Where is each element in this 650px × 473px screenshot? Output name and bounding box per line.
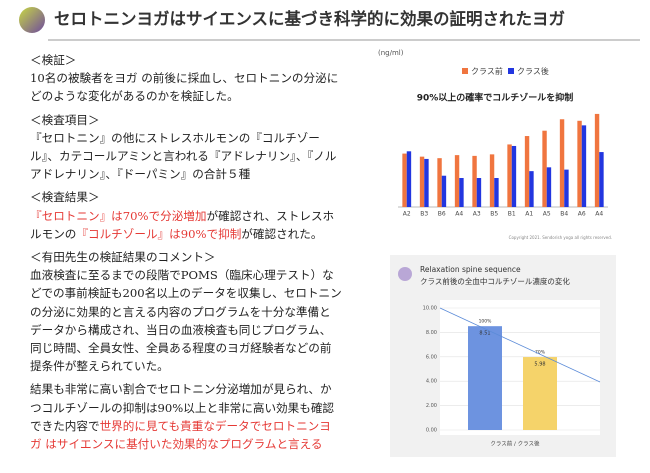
bar xyxy=(542,130,547,207)
bar xyxy=(581,125,587,207)
bar xyxy=(437,158,442,207)
x-tick-label: A4 xyxy=(455,211,463,218)
x-tick-label: クラス前 / クラス後 xyxy=(490,440,540,448)
text-run: 10名の被験者をヨガ の前後に採血し、セロトニンの分泌にどのような変化があるのか… xyxy=(30,71,339,104)
section-heading: ＜有田先生の検証結果のコメント＞ xyxy=(30,250,216,265)
trend-line xyxy=(439,307,601,383)
bar xyxy=(599,152,604,207)
x-tick-label: A4 xyxy=(595,211,603,218)
y-tick-label: 0.00 xyxy=(426,428,437,434)
bar xyxy=(577,120,582,207)
bar xyxy=(507,144,512,207)
x-tick-label: B5 xyxy=(490,211,498,218)
text-run: 血液検査に至るまでの段階でPOMS（臨床心理テスト）などでの事前検証も200名以… xyxy=(30,268,342,374)
bar xyxy=(494,178,499,207)
y-tick-label: 6.00 xyxy=(426,354,437,360)
chart2-icon xyxy=(398,267,412,281)
text-run: 結果も非常に高い割合でセロトニン分泌増加が見られ、かつコルチゾールの抑制は90%… xyxy=(30,382,335,433)
chart-title: 90%以上の確率でコルチゾールを抑制 xyxy=(417,92,574,104)
y-axis-label: (ng/ml) xyxy=(378,49,404,57)
bar xyxy=(523,357,557,430)
section-heading: ＜検査項目＞ xyxy=(30,112,100,127)
bar xyxy=(594,113,600,207)
chart2-plot-bg xyxy=(440,300,600,435)
bar xyxy=(441,175,447,207)
text-run: が確認された。 xyxy=(241,226,323,241)
bar xyxy=(524,136,530,207)
chart-subtitle: クラス前後の全血中コルチゾール濃度の変化 xyxy=(420,276,570,286)
x-tick-label: A3 xyxy=(473,211,481,218)
y-tick-label: 2.00 xyxy=(426,403,437,409)
bar xyxy=(472,155,477,207)
x-tick-label: B4 xyxy=(560,211,568,218)
text-column: ＜検証＞ 10名の被験者をヨガ の前後に採血し、セロトニンの分泌にどのような変化が… xyxy=(30,50,342,458)
percent-label: 100% xyxy=(479,319,493,325)
bar xyxy=(406,151,412,207)
x-tick-label: B3 xyxy=(420,211,428,218)
bar xyxy=(564,169,569,207)
section-heading: ＜検査結果＞ xyxy=(30,190,100,205)
value-label: 5.98 xyxy=(534,362,545,368)
value-label: 8.51 xyxy=(479,331,490,337)
x-tick-label: B1 xyxy=(508,211,516,218)
bar xyxy=(511,145,517,207)
text-run: 世界的に見ても貴重なデータでセロトニンヨガ はサイエンスに基付いた効果的なプログ… xyxy=(30,418,331,452)
section-heading: ＜検証＞ xyxy=(30,53,77,67)
y-tick-label: 4.00 xyxy=(426,379,437,385)
bar xyxy=(402,153,407,207)
page-title: セロトニンヨガはサイエンスに基づき科学的に効果の証明されたヨガ xyxy=(54,9,566,29)
bar xyxy=(424,158,429,207)
legend-label: クラス前 xyxy=(471,66,503,76)
legend-swatch xyxy=(462,68,468,74)
paragraph: 『セロトニン』の他にストレスホルモンの『コルチゾール』、カテコールアミンと言われ… xyxy=(30,129,342,184)
footnote: Copyright 2021. Sendorish yoga all right… xyxy=(509,235,612,240)
bar xyxy=(468,326,502,430)
legend-swatch xyxy=(508,68,514,74)
paragraph: 『セロトニン』は70%で分泌増加が確認され、ストレスホルモンの『コルチゾール』は… xyxy=(30,207,342,243)
text-run: 『セロトニン』の他にストレスホルモンの『コルチゾール』、カテコールアミンと言われ… xyxy=(30,130,337,182)
x-tick-label: A5 xyxy=(543,211,551,218)
paragraph: 結果も非常に高い割合でセロトニン分泌増加が見られ、かつコルチゾールの抑制は90%… xyxy=(30,380,342,453)
y-tick-label: 8.00 xyxy=(426,330,437,336)
percent-label: 70% xyxy=(535,350,546,356)
x-tick-label: A6 xyxy=(578,211,586,218)
bar xyxy=(529,171,534,207)
paragraph: 血液検査に至るまでの段階でPOMS（臨床心理テスト）などでの事前検証も200名以… xyxy=(30,266,342,375)
logo-circle xyxy=(19,7,45,33)
bar xyxy=(546,167,552,207)
y-tick-label: 10.00 xyxy=(423,306,437,312)
chart-title: Relaxation spine sequence xyxy=(420,265,521,274)
bar xyxy=(459,178,464,207)
bar xyxy=(559,119,565,207)
text-run: 『コルチゾール』は90%で抑制 xyxy=(76,226,242,241)
text-run: 『セロトニン』は70%で分泌増加 xyxy=(30,208,207,223)
text-run: が確認され、ストレスホルモンの xyxy=(30,208,335,241)
x-tick-label: B6 xyxy=(438,211,446,218)
legend-label: クラス後 xyxy=(517,66,549,76)
bar xyxy=(454,155,460,207)
x-tick-label: A1 xyxy=(525,211,533,218)
bar xyxy=(419,156,425,207)
paragraph: 10名の被験者をヨガ の前後に採血し、セロトニンの分泌にどのような変化があるのか… xyxy=(30,69,342,105)
x-tick-label: A2 xyxy=(403,211,411,218)
bar xyxy=(489,154,495,207)
bar xyxy=(476,178,482,207)
